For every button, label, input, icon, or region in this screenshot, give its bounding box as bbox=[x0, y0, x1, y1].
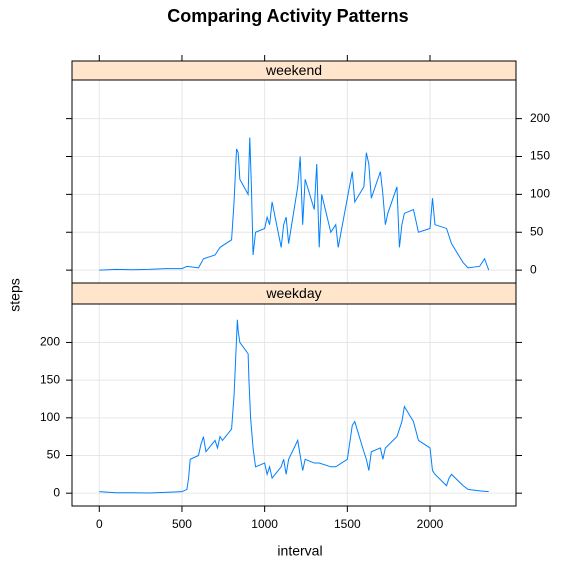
x-tick-label: 500 bbox=[172, 517, 192, 531]
y-tick-label: 200 bbox=[40, 335, 60, 349]
y-tick-label: 150 bbox=[40, 372, 60, 386]
y-tick-label: 150 bbox=[530, 149, 550, 163]
x-tick-label: 2000 bbox=[417, 517, 444, 531]
strip-label: weekday bbox=[265, 285, 321, 301]
strip-label: weekend bbox=[265, 62, 322, 78]
x-tick-label: 1500 bbox=[334, 517, 361, 531]
chart-title: Comparing Activity Patterns bbox=[167, 6, 408, 26]
y-tick-label: 100 bbox=[530, 187, 550, 201]
y-tick-label: 50 bbox=[47, 448, 61, 462]
y-axis-label: steps bbox=[7, 278, 23, 311]
y-tick-label: 200 bbox=[530, 111, 550, 125]
x-tick-label: 0 bbox=[96, 517, 103, 531]
y-tick-label: 50 bbox=[530, 224, 544, 238]
y-tick-label: 100 bbox=[40, 410, 60, 424]
data-line bbox=[99, 137, 490, 271]
y-tick-label: 0 bbox=[53, 485, 60, 499]
data-line bbox=[99, 319, 489, 494]
panel-border bbox=[71, 303, 517, 507]
panel-border bbox=[71, 79, 517, 284]
y-tick-label: 0 bbox=[530, 262, 537, 276]
x-tick-label: 1000 bbox=[251, 517, 278, 531]
x-axis-label: interval bbox=[277, 543, 322, 559]
